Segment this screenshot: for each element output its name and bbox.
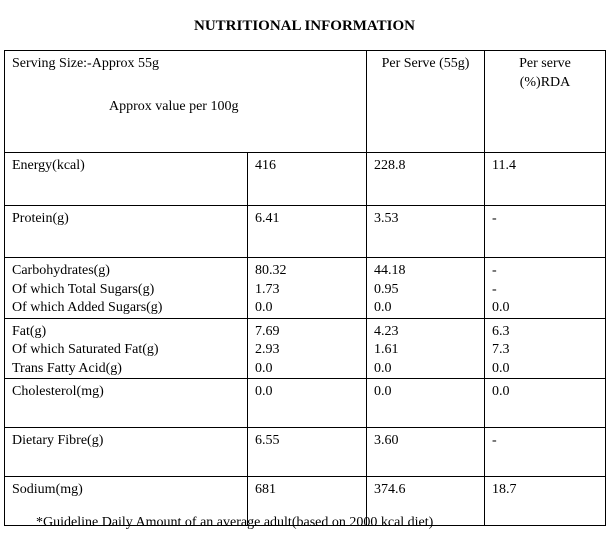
cell-text: Of which Added Sugars(g) bbox=[12, 300, 163, 315]
rda-label: (%)RDA bbox=[519, 74, 571, 90]
cell-text: 7.3 bbox=[492, 342, 510, 357]
cell-text: Protein(g) bbox=[12, 211, 69, 226]
table-cell: 6.3 7.3 0.0 bbox=[484, 317, 606, 379]
table-cell: 44.18 0.95 0.0 bbox=[366, 257, 485, 319]
table-cell: 416 bbox=[247, 152, 367, 206]
cell-text: 3.60 bbox=[374, 433, 399, 448]
nutrition-table: Serving Size:-Approx 55g Approx value pe… bbox=[4, 50, 606, 526]
cell-text: 0.0 bbox=[374, 384, 392, 399]
cell-text: - bbox=[492, 211, 497, 226]
table-row: Carbohydrates(g) Of which Total Sugars(g)… bbox=[4, 257, 606, 319]
cell-text: 0.0 bbox=[492, 300, 510, 315]
table-cell: 7.69 2.93 0.0 bbox=[247, 317, 367, 379]
table-cell: 681 bbox=[247, 476, 367, 526]
header-row: Serving Size:-Approx 55g Approx value pe… bbox=[4, 50, 606, 153]
table-cell: - - 0.0 bbox=[484, 257, 606, 319]
cell-text: 1.61 bbox=[374, 342, 399, 357]
per-100g: Approx value per 100g bbox=[109, 98, 239, 114]
table-cell: 6.55 bbox=[247, 427, 367, 477]
cell-text: 6.3 bbox=[492, 323, 510, 339]
cell-text: Carbohydrates(g) bbox=[12, 263, 110, 278]
cell-text: - bbox=[492, 263, 497, 278]
table-cell: 11.4 bbox=[484, 152, 606, 206]
table-cell: 3.60 bbox=[366, 427, 485, 477]
cell-text: 0.0 bbox=[374, 300, 392, 315]
table-cell: 228.8 bbox=[366, 152, 485, 206]
table-row: Fat(g) Of which Saturated Fat(g) Trans Fat… bbox=[4, 317, 606, 379]
cell-text: 80.32 bbox=[255, 263, 287, 278]
cell-text: 0.0 bbox=[374, 360, 392, 376]
table-cell: 0.0 bbox=[366, 378, 485, 428]
serving-size: Serving Size:-Approx 55g bbox=[12, 56, 159, 71]
table-row: Protein(g) 6.41 3.53 - bbox=[4, 205, 606, 258]
cell-text: 0.0 bbox=[492, 384, 510, 399]
cell-text: Trans Fatty Acid(g) bbox=[12, 360, 122, 376]
table-cell: Fat(g) Of which Saturated Fat(g) Trans Fat… bbox=[4, 317, 248, 379]
cell-text: 11.4 bbox=[492, 158, 516, 173]
cell-text: 374.6 bbox=[374, 482, 406, 497]
cell-text: 1.73 bbox=[255, 281, 280, 297]
cell-text: 2.93 bbox=[255, 342, 280, 357]
cell-text: Dietary Fibre(g) bbox=[12, 433, 104, 448]
table-cell: 0.0 bbox=[247, 378, 367, 428]
table-cell: Protein(g) bbox=[4, 205, 248, 258]
table-cell: 3.53 bbox=[366, 205, 485, 258]
table-cell: 6.41 bbox=[247, 205, 367, 258]
table-cell: Cholesterol(mg) bbox=[4, 378, 248, 428]
table-row: Sodium(mg) 681 374.6 18.7 bbox=[4, 476, 606, 526]
cell-text: 4.23 bbox=[374, 323, 399, 339]
footnote: *Guideline Daily Amount of an average ad… bbox=[36, 515, 434, 530]
cell-text: Cholesterol(mg) bbox=[12, 384, 104, 399]
header-cell: Per Serve (55g) bbox=[366, 50, 485, 153]
rda-label: Per serve bbox=[519, 56, 571, 71]
cell-text: - bbox=[492, 433, 497, 448]
header-cell: Serving Size:-Approx 55g Approx value pe… bbox=[4, 50, 367, 153]
table-cell: Dietary Fibre(g) bbox=[4, 427, 248, 477]
cell-text: Of which Total Sugars(g) bbox=[12, 281, 155, 297]
cell-text: Of which Saturated Fat(g) bbox=[12, 342, 159, 357]
table-cell: Carbohydrates(g) Of which Total Sugars(g)… bbox=[4, 257, 248, 319]
cell-text: 44.18 bbox=[374, 263, 406, 278]
header-cell: Per serve (%)RDA bbox=[484, 50, 606, 153]
cell-text: 0.0 bbox=[255, 300, 273, 315]
per-serve: Per Serve (55g) bbox=[381, 56, 470, 71]
table-cell: 18.7 bbox=[484, 476, 606, 526]
table-cell: 4.23 1.61 0.0 bbox=[366, 317, 485, 379]
cell-text: 3.53 bbox=[374, 211, 399, 226]
table-cell: 80.32 1.73 0.0 bbox=[247, 257, 367, 319]
table-cell: Sodium(mg) bbox=[4, 476, 248, 526]
table-cell: - bbox=[484, 205, 606, 258]
cell-text: 681 bbox=[255, 482, 276, 497]
cell-text: 0.95 bbox=[374, 281, 399, 297]
table-row: Dietary Fibre(g) 6.55 3.60 - bbox=[4, 427, 606, 477]
cell-text: 0.0 bbox=[255, 360, 273, 376]
cell-text: Energy(kcal) bbox=[12, 158, 85, 173]
table-cell: Energy(kcal) bbox=[4, 152, 248, 206]
table-row: Cholesterol(mg) 0.0 0.0 0.0 bbox=[4, 378, 606, 428]
cell-text: 6.55 bbox=[255, 433, 280, 448]
table-cell: - bbox=[484, 427, 606, 477]
cell-text: 228.8 bbox=[374, 158, 406, 173]
cell-text: 7.69 bbox=[255, 323, 280, 339]
cell-text: 18.7 bbox=[492, 482, 517, 497]
table-cell: 0.0 bbox=[484, 378, 606, 428]
cell-text: - bbox=[492, 281, 497, 297]
cell-text: 416 bbox=[255, 158, 276, 173]
cell-text: 0.0 bbox=[492, 360, 510, 376]
cell-text: 6.41 bbox=[255, 211, 280, 226]
cell-text: Sodium(mg) bbox=[12, 482, 83, 497]
table-row: Energy(kcal) 416 228.8 11.4 bbox=[4, 152, 606, 206]
cell-text: Fat(g) bbox=[12, 323, 47, 339]
title: NUTRITIONAL INFORMATION bbox=[194, 18, 415, 34]
cell-text: 0.0 bbox=[255, 384, 273, 399]
